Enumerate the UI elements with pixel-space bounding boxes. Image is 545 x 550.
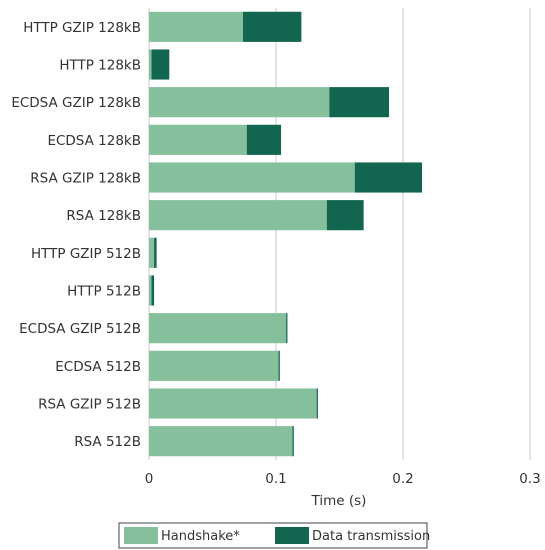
- bar-data-transmission: [354, 162, 423, 193]
- bars: [149, 11, 423, 457]
- bar-handshake: [149, 87, 330, 118]
- bar-data-transmission: [286, 313, 288, 344]
- x-tick-label: 0.2: [392, 471, 413, 487]
- x-tick-labels: 0 0.1 0.2 0.3: [145, 471, 541, 487]
- legend-swatch-data-transmission: [275, 527, 309, 544]
- category-label: HTTP GZIP 512B: [31, 246, 141, 262]
- bar-data-transmission: [246, 124, 282, 155]
- category-label: HTTP GZIP 128kB: [23, 20, 141, 36]
- bar-handshake: [149, 200, 327, 231]
- bar-data-transmission: [326, 200, 364, 231]
- bar-data-transmission: [242, 11, 302, 42]
- bar-handshake: [149, 49, 152, 80]
- category-labels: HTTP GZIP 128kB HTTP 128kB ECDSA GZIP 128k…: [11, 20, 141, 450]
- x-tick-label: 0.3: [519, 471, 540, 487]
- bar-data-transmission: [151, 49, 170, 80]
- category-label: RSA 512B: [74, 434, 141, 450]
- category-label: ECDSA GZIP 512B: [19, 321, 141, 337]
- legend-swatch-handshake: [124, 527, 158, 544]
- legend: Handshake* Data transmission: [118, 522, 430, 549]
- bar-handshake: [149, 11, 243, 42]
- bar-data-transmission: [154, 237, 157, 268]
- bar-handshake: [149, 237, 155, 268]
- bar-data-transmission: [292, 426, 294, 457]
- category-label: RSA GZIP 128kB: [30, 171, 141, 187]
- category-label: HTTP 128kB: [59, 58, 141, 74]
- grid-lines: [148, 8, 531, 460]
- bar-handshake: [149, 388, 317, 419]
- x-axis-title: Time (s): [311, 493, 367, 509]
- category-label: RSA 128kB: [66, 208, 141, 224]
- category-label: ECDSA 512B: [55, 359, 141, 375]
- category-label: ECDSA GZIP 128kB: [11, 95, 141, 111]
- legend-label-data-transmission: Data transmission: [312, 529, 430, 544]
- category-label: ECDSA 128kB: [47, 133, 141, 149]
- bar-handshake: [149, 313, 287, 344]
- bar-handshake: [149, 162, 355, 193]
- legend-border: [118, 522, 428, 549]
- bar-data-transmission: [151, 275, 155, 306]
- legend-label-handshake: Handshake*: [161, 529, 240, 544]
- bar-data-transmission: [278, 350, 280, 381]
- bar-data-transmission: [316, 388, 318, 419]
- bar-data-transmission: [329, 87, 390, 118]
- category-label: RSA GZIP 512B: [38, 397, 141, 413]
- x-tick-label: 0: [145, 471, 154, 487]
- bar-handshake: [149, 124, 247, 155]
- bar-handshake: [149, 350, 279, 381]
- bar-handshake: [149, 426, 293, 457]
- bar-handshake: [149, 275, 152, 306]
- x-tick-label: 0.1: [265, 471, 286, 487]
- category-label: HTTP 512B: [67, 284, 141, 300]
